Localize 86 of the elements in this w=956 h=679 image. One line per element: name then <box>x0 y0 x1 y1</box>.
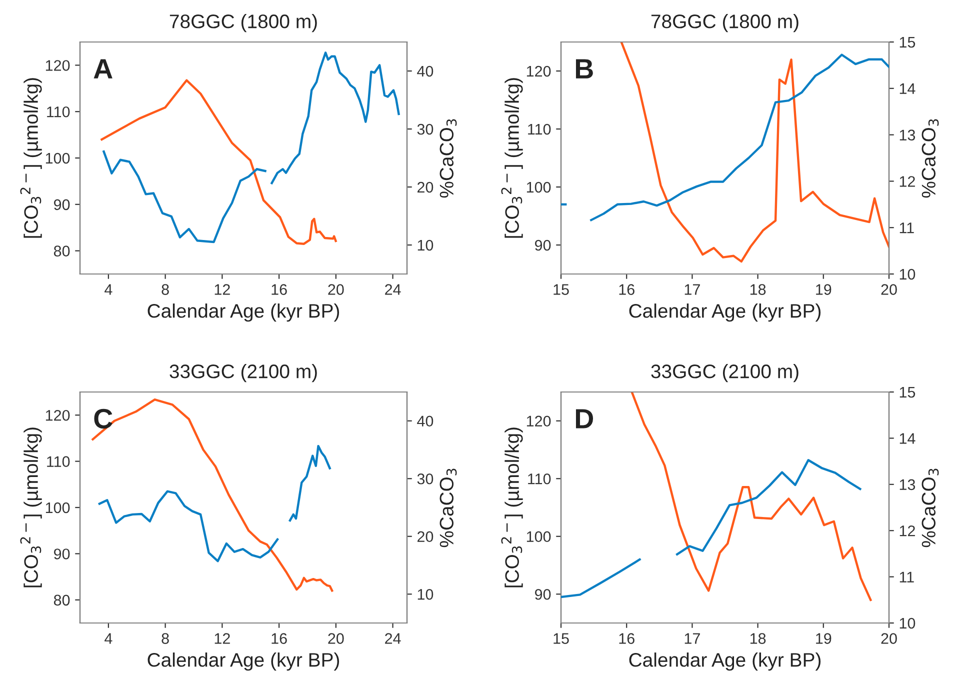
y2-tick-label: 10 <box>900 268 916 280</box>
y2-tick-label: 20 <box>417 182 434 193</box>
x-tick-label: 15 <box>554 633 569 644</box>
x-tick-label: 20 <box>328 633 344 644</box>
chart-title: 78GGC (1800 m) <box>651 14 798 32</box>
line-series <box>92 398 334 592</box>
y2-tick-label: 13 <box>900 130 916 140</box>
y-tick-label: 100 <box>46 152 70 164</box>
line-series <box>620 42 889 263</box>
x-tick-label: 24 <box>385 284 401 295</box>
annotation: D <box>576 409 594 428</box>
x-tick-label: 16 <box>272 633 287 644</box>
line-series <box>630 392 872 602</box>
x-tick-label: 19 <box>816 633 832 644</box>
y2-tick-label: 10 <box>418 588 434 600</box>
x-tick-label: 18 <box>750 284 766 295</box>
y-tick-label: 100 <box>46 502 70 514</box>
y-tick-label: 120 <box>46 410 70 421</box>
chart-title: 33GGC (2100 m) <box>651 364 798 382</box>
y2-axis-title: %CaCO$_{3}$ <box>922 119 939 198</box>
y-axis-title: [CO$_{3}$$^{2−}$] (µmol/kg) <box>501 428 523 588</box>
x-tick-label: 16 <box>619 633 634 644</box>
chart-title: 78GGC (1800 m) <box>170 14 317 32</box>
y2-tick-label: 30 <box>417 124 434 135</box>
y-tick-label: 100 <box>526 182 551 193</box>
x-tick-label: 20 <box>881 284 897 295</box>
y-axis-title: [CO$_{3}$$^{2−}$] (µmol/kg) <box>20 78 42 238</box>
annotation: B <box>576 59 593 78</box>
y-tick-label: 90 <box>54 199 70 210</box>
y2-tick-label: 15 <box>900 37 916 48</box>
x-tick-label: 8 <box>162 284 169 295</box>
x-axis-title: Calendar Age (kyr BP) <box>148 652 340 671</box>
y2-tick-label: 40 <box>417 66 434 77</box>
y2-tick-label: 11 <box>900 222 914 234</box>
x-tick-label: 20 <box>328 284 344 295</box>
y-tick-label: 110 <box>47 456 70 467</box>
y-tick-label: 110 <box>528 473 551 484</box>
x-tick-label: 20 <box>881 633 897 644</box>
y-tick-label: 110 <box>528 124 551 135</box>
y2-tick-label: 40 <box>417 416 434 427</box>
y2-tick-label: 30 <box>417 473 434 484</box>
y-tick-label: 120 <box>526 66 551 77</box>
x-tick-label: 12 <box>214 633 230 644</box>
x-axis-title: Calendar Age (kyr BP) <box>629 304 821 322</box>
x-axis-title: Calendar Age (kyr BP) <box>629 652 821 671</box>
line-series <box>100 79 337 245</box>
x-tick-label: 19 <box>816 284 832 295</box>
x-tick-label: 24 <box>385 633 401 644</box>
y-tick-label: 90 <box>535 588 551 600</box>
y-tick-label: 90 <box>54 548 70 560</box>
x-axis-title: Calendar Age (kyr BP) <box>148 304 340 322</box>
x-tick-label: 8 <box>162 633 169 644</box>
y-tick-label: 110 <box>47 106 70 118</box>
y2-tick-label: 10 <box>418 240 434 251</box>
y-tick-label: 90 <box>535 240 551 251</box>
y2-tick-label: 14 <box>900 83 916 94</box>
y2-tick-label: 12 <box>900 525 915 536</box>
annotation: A <box>94 59 112 78</box>
y2-tick-label: 20 <box>417 531 434 542</box>
x-tick-label: 12 <box>214 284 230 295</box>
y2-tick-label: 14 <box>900 433 916 444</box>
y2-axis-title: %CaCO$_{3}$ <box>440 468 457 548</box>
annotation: C <box>94 408 112 429</box>
x-tick-label: 17 <box>684 633 700 644</box>
y-tick-label: 80 <box>54 246 70 256</box>
y-tick-label: 80 <box>54 594 70 606</box>
y-tick-label: 120 <box>526 416 551 427</box>
y2-tick-label: 12 <box>900 176 915 187</box>
y2-tick-label: 15 <box>900 387 916 398</box>
x-tick-label: 4 <box>104 284 112 295</box>
y-axis-title: [CO$_{3}$$^{2−}$] (µmol/kg) <box>20 428 42 588</box>
y2-tick-label: 13 <box>900 479 916 490</box>
y2-tick-label: 11 <box>900 572 914 582</box>
y2-axis-title: %CaCO$_{3}$ <box>922 468 939 548</box>
y-tick-label: 120 <box>46 60 70 71</box>
x-tick-label: 16 <box>272 284 287 295</box>
chart-title: 33GGC (2100 m) <box>170 364 317 382</box>
y-axis-title: [CO$_{3}$$^{2−}$] (µmol/kg) <box>501 78 523 238</box>
x-tick-label: 16 <box>619 284 634 295</box>
x-tick-label: 4 <box>104 633 112 644</box>
x-tick-label: 15 <box>554 284 569 295</box>
y2-tick-label: 10 <box>900 618 916 629</box>
y2-axis-title: %CaCO$_{3}$ <box>440 119 457 198</box>
x-tick-label: 17 <box>684 284 700 295</box>
x-tick-label: 18 <box>750 633 766 644</box>
y-tick-label: 100 <box>526 531 551 542</box>
